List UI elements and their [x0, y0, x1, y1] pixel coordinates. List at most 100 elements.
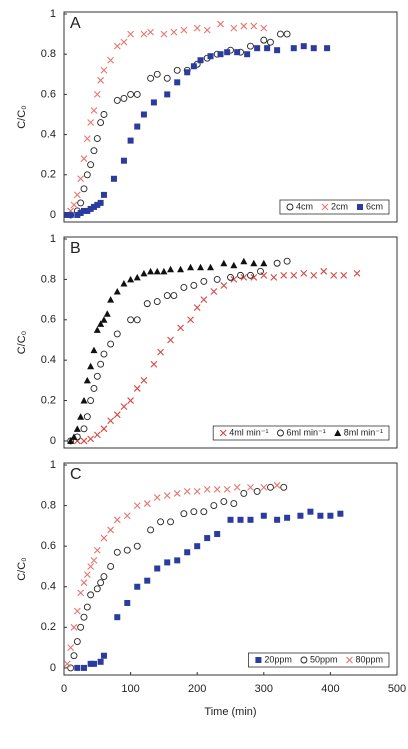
data-point [237, 271, 244, 279]
data-point [160, 267, 168, 275]
y-tick-label: 0.6 [41, 88, 56, 100]
data-point [163, 492, 171, 499]
data-point [144, 577, 151, 584]
data-point [93, 91, 101, 98]
data-point [67, 437, 75, 444]
legend-label: 6cm [366, 201, 383, 211]
data-point [203, 485, 211, 493]
data-point [100, 350, 108, 358]
data-point [200, 277, 208, 285]
x-tick-label: 300 [255, 683, 273, 695]
data-point [97, 579, 105, 587]
data-point [200, 508, 208, 516]
data-point [274, 47, 281, 54]
data-point [127, 30, 134, 38]
data-point [70, 201, 78, 209]
legend-label: 50ppm [310, 654, 338, 664]
data-point [77, 209, 84, 216]
data-point [240, 273, 248, 281]
data-point [153, 494, 161, 501]
legend: 4cm 2cm 6cm [279, 199, 390, 215]
data-point [90, 107, 98, 114]
data-point [163, 292, 171, 300]
y-tick-label: 0.4 [41, 354, 56, 366]
data-point [204, 535, 211, 542]
data-point [100, 425, 108, 433]
data-point [180, 510, 188, 518]
data-point [140, 376, 148, 384]
data-point [123, 512, 131, 520]
panel-label: A [70, 15, 81, 32]
data-point [113, 96, 121, 104]
data-point [340, 271, 348, 279]
data-point [147, 526, 155, 534]
data-point [317, 512, 324, 519]
data-point [330, 271, 338, 279]
y-tick-label: 0.6 [41, 314, 56, 326]
data-point [103, 310, 111, 317]
x-axis-label: Time (min) [204, 706, 256, 718]
data-point [247, 271, 254, 279]
data-point [230, 500, 238, 508]
data-point [154, 565, 161, 572]
data-point [133, 273, 141, 281]
data-point [197, 263, 205, 271]
data-point [234, 49, 241, 56]
data-point [83, 171, 91, 179]
data-point [290, 45, 297, 52]
data-point [267, 483, 274, 491]
data-point [227, 273, 234, 281]
legend-marker [277, 429, 284, 437]
y-tick-label: 0 [50, 662, 56, 674]
data-point [153, 298, 161, 306]
legend-label: 80ppm [355, 654, 383, 664]
data-point [97, 76, 105, 84]
data-point [157, 518, 165, 526]
data-point [87, 205, 94, 212]
y-tick-label: 0.2 [41, 169, 56, 181]
y-tick-label: 0.2 [41, 394, 56, 406]
data-point [297, 512, 304, 519]
data-point [80, 664, 87, 671]
data-point [190, 282, 198, 289]
y-tick-label: 0.8 [41, 48, 56, 60]
data-point [164, 91, 171, 98]
data-point [100, 534, 108, 542]
data-point [77, 175, 85, 183]
data-point [77, 199, 85, 207]
data-point [100, 573, 108, 581]
data-point [83, 413, 91, 421]
y-axis-label: C/C₀ [16, 331, 28, 355]
data-point [97, 360, 105, 368]
data-point [307, 508, 314, 515]
data-point [67, 211, 74, 218]
legend-frame [248, 652, 390, 668]
data-point [87, 435, 95, 443]
y-tick-label: 0 [50, 209, 56, 221]
data-point [227, 516, 234, 523]
data-point [210, 288, 218, 295]
data-point [80, 579, 88, 587]
legend-marker [334, 429, 342, 436]
data-point [93, 431, 101, 439]
panel-label: B [70, 240, 81, 257]
data-point [240, 257, 248, 265]
data-point [327, 512, 334, 519]
data-point [217, 51, 224, 58]
data-point [114, 614, 121, 621]
data-point [173, 490, 181, 497]
data-point [193, 488, 201, 495]
legend-frame [212, 425, 390, 441]
data-point [220, 498, 228, 505]
legend-marker [219, 429, 227, 437]
y-tick-label: 1 [50, 233, 56, 245]
data-point [93, 326, 101, 333]
legend-label: 8ml min⁻¹ [344, 427, 383, 437]
data-point [153, 70, 161, 78]
data-point [113, 288, 121, 295]
data-point [73, 638, 81, 645]
y-tick-label: 0.8 [41, 500, 56, 512]
data-point [87, 591, 95, 599]
data-point [337, 510, 344, 517]
